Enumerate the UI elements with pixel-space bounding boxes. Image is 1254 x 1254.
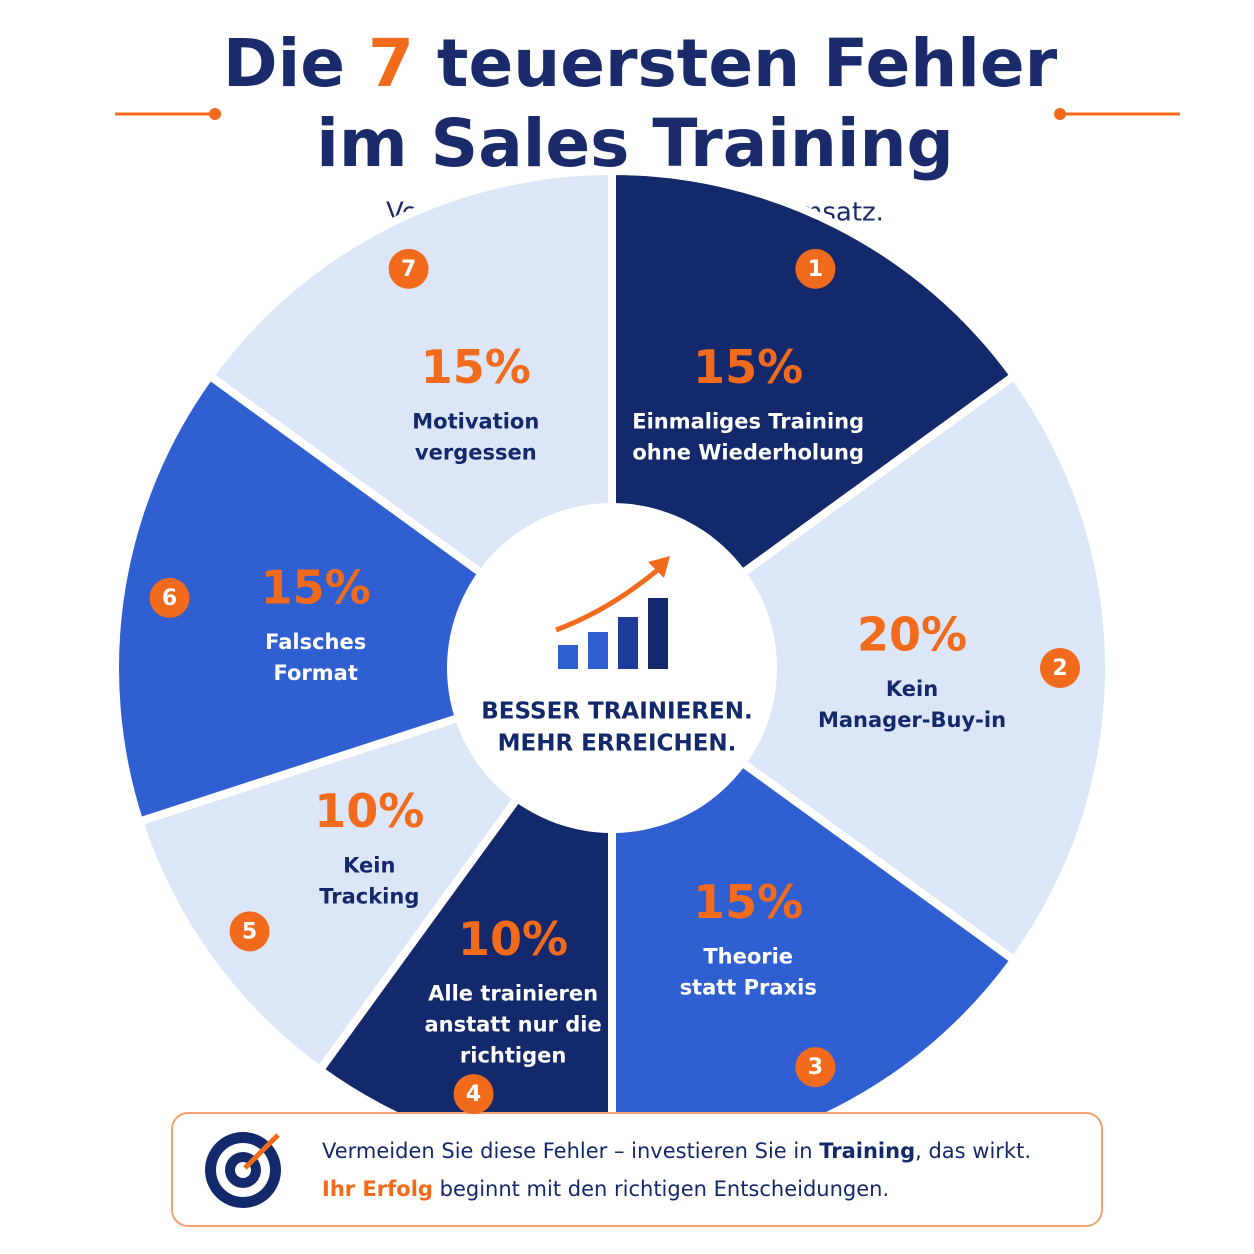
value-label: 20% [857,608,967,662]
category-label: Manager-Buy-in [818,708,1006,732]
category-label: richtigen [460,1043,566,1067]
category-label: Format [274,661,358,685]
number-badge [229,911,270,952]
category-label: vergessen [415,441,537,465]
number-badge [149,577,190,618]
value-label: 10% [458,912,568,966]
pie-slice [605,370,1113,966]
value-label: 15% [261,561,371,615]
number-label: 4 [466,1082,481,1107]
number-label: 5 [242,919,257,944]
value-label: 15% [693,340,803,394]
value-label: 10% [314,784,424,838]
number-badge [453,1074,494,1115]
icon-arrow [555,566,662,633]
deco-dot [209,108,221,120]
category-label: Kein [886,677,938,701]
number-label: 3 [808,1055,823,1080]
icon-bar [588,632,608,669]
icon-bar [648,598,668,669]
icon-arrowhead [648,556,670,578]
number-label: 2 [1052,656,1067,681]
footer-part: Vermeiden Sie diese Fehler – investieren… [322,1139,819,1163]
category-label: Einmaliges Training [632,410,864,434]
chart-title: Die 7 teuersten Fehler [223,25,1058,102]
category-label: ohne Wiederholung [632,441,864,465]
deco-dot [1054,108,1066,120]
footer-box [171,1112,1103,1227]
target-icon [205,1132,281,1208]
number-badge [1040,648,1080,688]
category-label: Alle trainieren [428,981,598,1005]
category-label: statt Praxis [680,975,817,999]
value-label: 15% [421,340,531,394]
title-highlight: 7 [368,25,414,102]
title-part: teuersten Fehler [437,25,1058,102]
number-label: 1 [808,257,823,282]
number-badge [795,1047,836,1088]
footer-text: Vermeiden Sie diese Fehler – investieren… [322,1139,1031,1163]
icon-bar [558,645,578,669]
category-label: anstatt nur die [424,1012,601,1036]
number-badge [388,248,429,289]
value-label: 15% [693,875,803,929]
category-label: Motivation [412,410,539,434]
title-part: Die [223,25,345,102]
category-label: Tracking [319,884,419,908]
center-text: MEHR ERREICHEN. [498,731,737,757]
category-label: Kein [343,853,395,877]
center-circle [447,503,777,833]
center-text: BESSER TRAINIEREN. [481,699,752,725]
number-label: 7 [401,257,416,282]
category-label: Theorie [703,944,793,968]
number-badge [795,248,836,289]
footer-part: beginnt mit den richtigen Entscheidungen… [433,1177,889,1201]
category-label: Falsches [265,630,366,654]
footer-text: Ihr Erfolg beginnt mit den richtigen Ent… [322,1177,889,1201]
footer-highlight: Training [819,1139,915,1163]
number-label: 6 [162,586,177,611]
target-arrow [243,1133,280,1170]
icon-bar [618,617,638,669]
pie-slice [111,370,621,827]
center-icon [555,556,670,669]
footer-highlight: Ihr Erfolg [322,1177,433,1201]
footer-part: , das wirkt. [915,1139,1031,1163]
